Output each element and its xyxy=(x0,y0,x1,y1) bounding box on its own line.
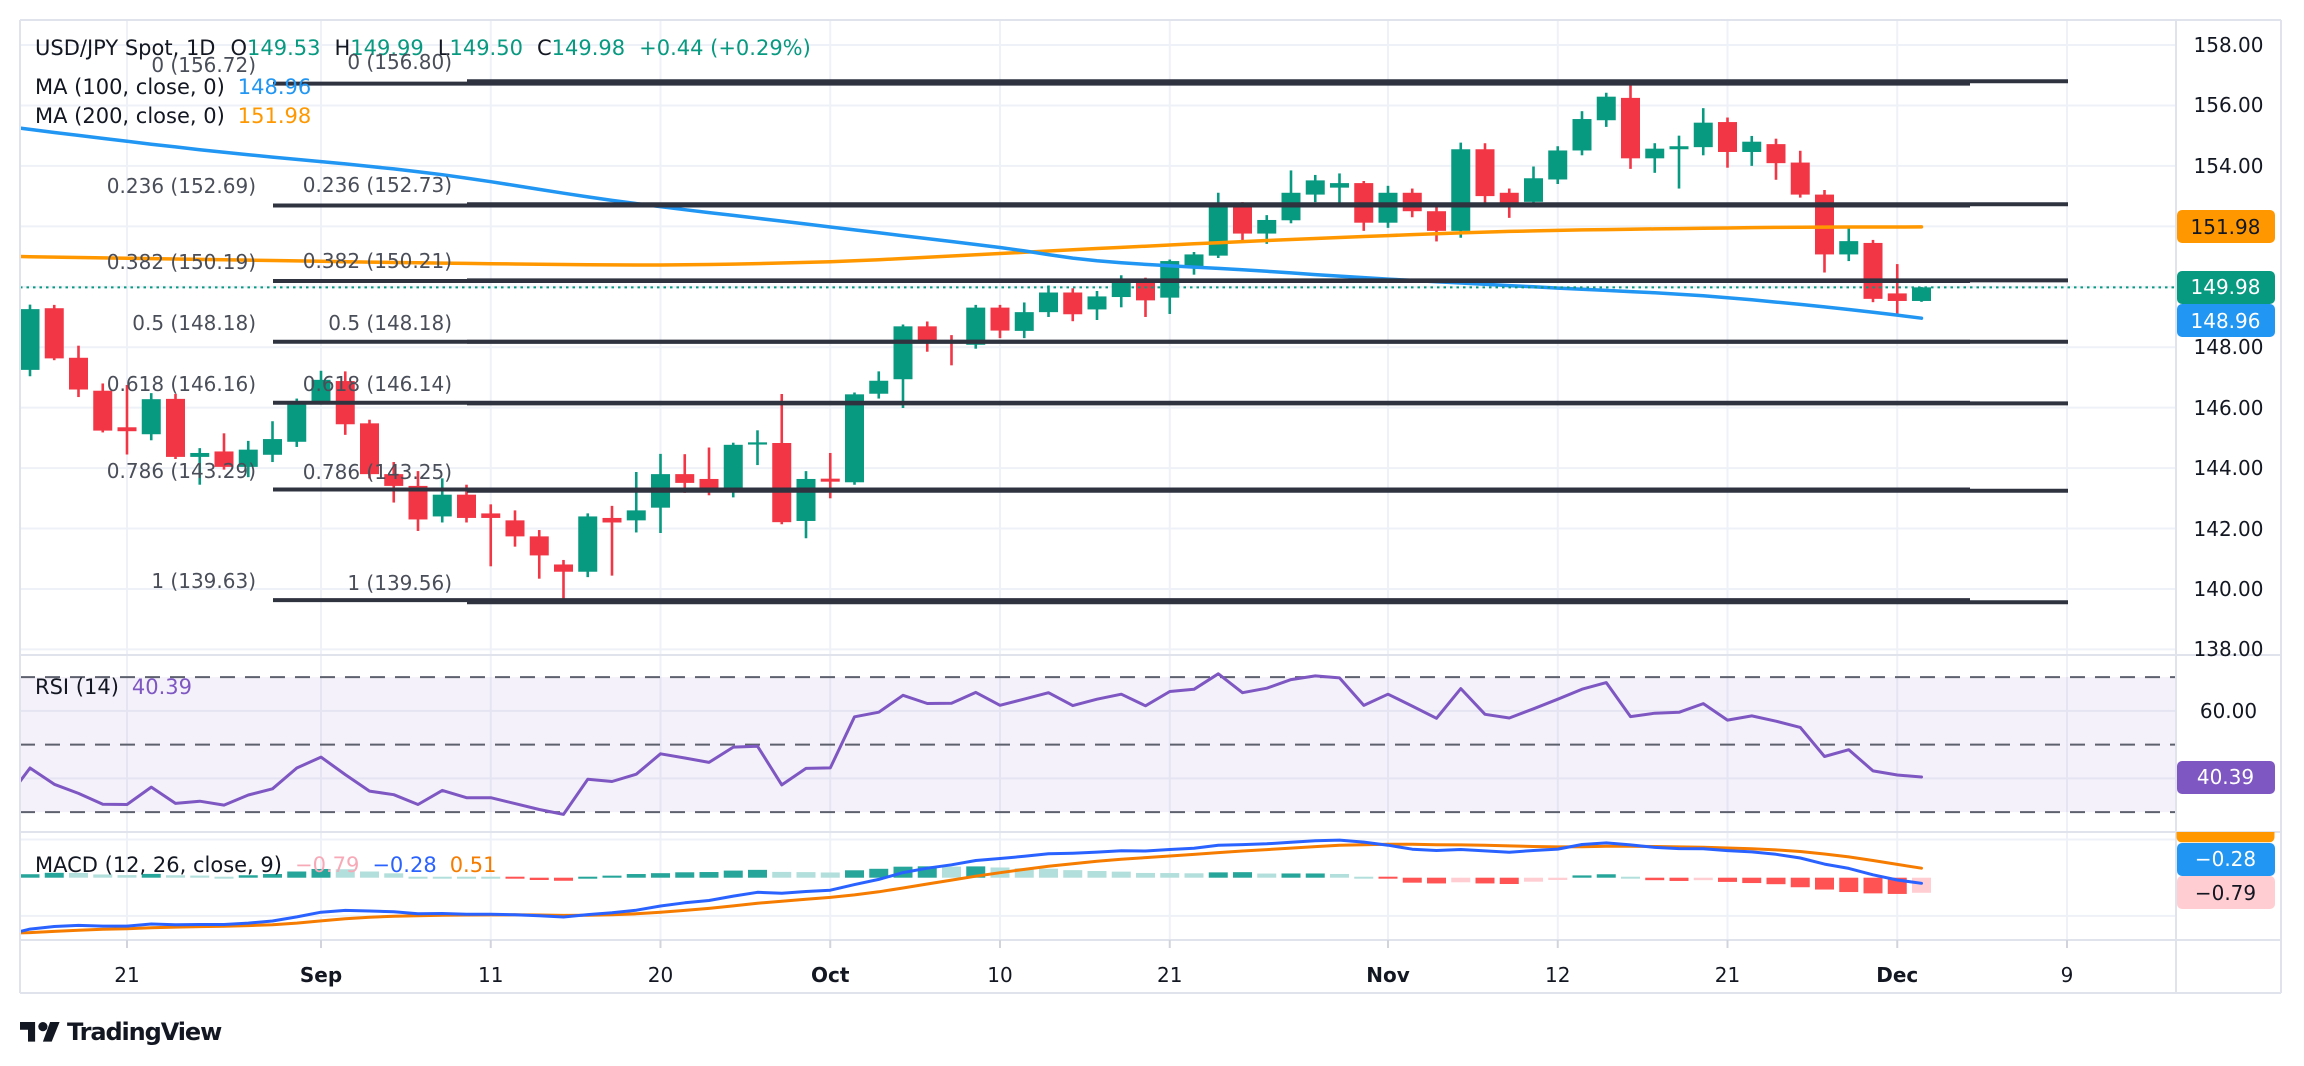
fib-level-label: 0.382 (150.19) xyxy=(106,250,256,275)
price-tick-label: 144.00 xyxy=(2193,456,2264,481)
tradingview-logo-icon xyxy=(20,1022,60,1042)
change-value: +0.44 (+0.29%) xyxy=(639,36,811,60)
legend-macd[interactable]: MACD (12, 26, close, 9) −0.79 −0.28 0.51 xyxy=(35,853,496,877)
time-tick-label: 21 xyxy=(1157,963,1183,987)
price-tick-label: 156.00 xyxy=(2193,93,2264,118)
macd-value-badge: −0.28 xyxy=(2176,842,2275,876)
price-tick-label: 158.00 xyxy=(2193,33,2264,57)
time-tick-label: 10 xyxy=(987,963,1013,987)
high-value: H149.99 xyxy=(334,36,424,60)
macd-label: MACD (12, 26, close, 9) xyxy=(35,853,282,877)
ma200-label: MA (200, close, 0) xyxy=(35,104,225,128)
legend-ma100[interactable]: MA (100, close, 0) 148.96 xyxy=(35,75,311,99)
fib-level-label: 0.786 (143.25) xyxy=(302,459,452,484)
time-tick-label: 21 xyxy=(1714,963,1741,987)
gridlines xyxy=(20,20,2176,940)
ma100-price-badge: 148.96 xyxy=(2176,304,2275,338)
time-tick-label: Dec xyxy=(1876,963,1919,987)
price-tick-label: 148.00 xyxy=(2193,335,2264,360)
rsi-value: 40.39 xyxy=(131,675,193,699)
time-tick-label: 21 xyxy=(114,963,140,987)
time-tick-label: Oct xyxy=(811,963,850,987)
fib-level-label: 0.236 (152.73) xyxy=(302,173,452,198)
legend-rsi[interactable]: RSI (14) 40.39 xyxy=(35,675,192,699)
ma200-price-badge: 151.98 xyxy=(2176,210,2275,244)
macd-signal-badge-clipped xyxy=(2176,832,2275,843)
low-value: L149.50 xyxy=(437,36,523,60)
symbol-title[interactable]: USD/JPY Spot, 1D xyxy=(35,36,216,60)
price-tick-label: 138.00 xyxy=(2193,637,2264,662)
fib-level-label: 1 (139.56) xyxy=(347,571,452,596)
price-tick-label: 142.00 xyxy=(2193,516,2264,541)
time-tick-label: Nov xyxy=(1366,963,1410,987)
legend-ma200[interactable]: MA (200, close, 0) 151.98 xyxy=(35,104,311,128)
fib-level-label: 0.618 (146.16) xyxy=(106,371,256,396)
price-tick-label: 146.00 xyxy=(2193,395,2264,420)
time-tick-label: 12 xyxy=(1545,963,1571,987)
macd-line-value: −0.28 xyxy=(372,853,437,877)
rsi-line xyxy=(20,672,1923,816)
fib-level-label: 0.5 (148.18) xyxy=(328,310,452,335)
open-value: O149.53 xyxy=(230,36,321,60)
fib-level-label: 0.786 (143.29) xyxy=(106,458,256,483)
macd-histogram xyxy=(20,866,1931,894)
legend-main: USD/JPY Spot, 1D O149.53 H149.99 L149.50… xyxy=(35,36,811,60)
ma100-label: MA (100, close, 0) xyxy=(35,75,225,99)
ma100-value: 148.96 xyxy=(237,75,312,99)
time-tick-label: 11 xyxy=(478,963,504,987)
last-price-badge: 149.98 xyxy=(2176,270,2275,304)
rsi-tick-label: 60.00 xyxy=(2199,698,2258,723)
time-tick-label: Sep xyxy=(299,963,343,987)
fib-level-label: 1 (139.63) xyxy=(151,569,256,594)
candles xyxy=(20,82,1931,602)
moving-averages xyxy=(20,126,1924,320)
fib-level-label: 0.236 (152.69) xyxy=(106,174,256,199)
rsi-value-badge: 40.39 xyxy=(2176,760,2275,794)
ohlc-values: O149.53 H149.99 L149.50 C149.98 +0.44 (+… xyxy=(230,36,810,60)
price-tick-label: 154.00 xyxy=(2193,153,2264,178)
fib-level-label: 0.618 (146.14) xyxy=(302,372,452,397)
time-tick-label: 9 xyxy=(2060,963,2074,987)
macd-lines xyxy=(20,838,1923,935)
time-tick-label: 20 xyxy=(647,963,674,987)
tradingview-watermark[interactable]: TradingView xyxy=(20,1018,222,1046)
macd-signal-value: 0.51 xyxy=(449,853,497,877)
price-tick-label: 140.00 xyxy=(2193,576,2264,601)
macd-hist-badge: −0.79 xyxy=(2176,876,2275,910)
rsi-pane xyxy=(20,676,2176,814)
rsi-label: RSI (14) xyxy=(35,675,119,699)
fib-level-label: 0.382 (150.21) xyxy=(302,249,452,274)
fib-level-label: 0 (156.72) xyxy=(151,52,256,77)
ma200-value: 151.98 xyxy=(237,104,312,128)
close-value: C149.98 xyxy=(536,36,626,60)
fibonacci-retracements xyxy=(273,79,2068,605)
fib-level-label: 0.5 (148.18) xyxy=(132,310,256,335)
macd-hist-value: −0.79 xyxy=(294,853,360,877)
fib-level-label: 0 (156.80) xyxy=(347,50,452,75)
frame xyxy=(19,19,2282,994)
tradingview-watermark-text: TradingView xyxy=(67,1018,222,1046)
